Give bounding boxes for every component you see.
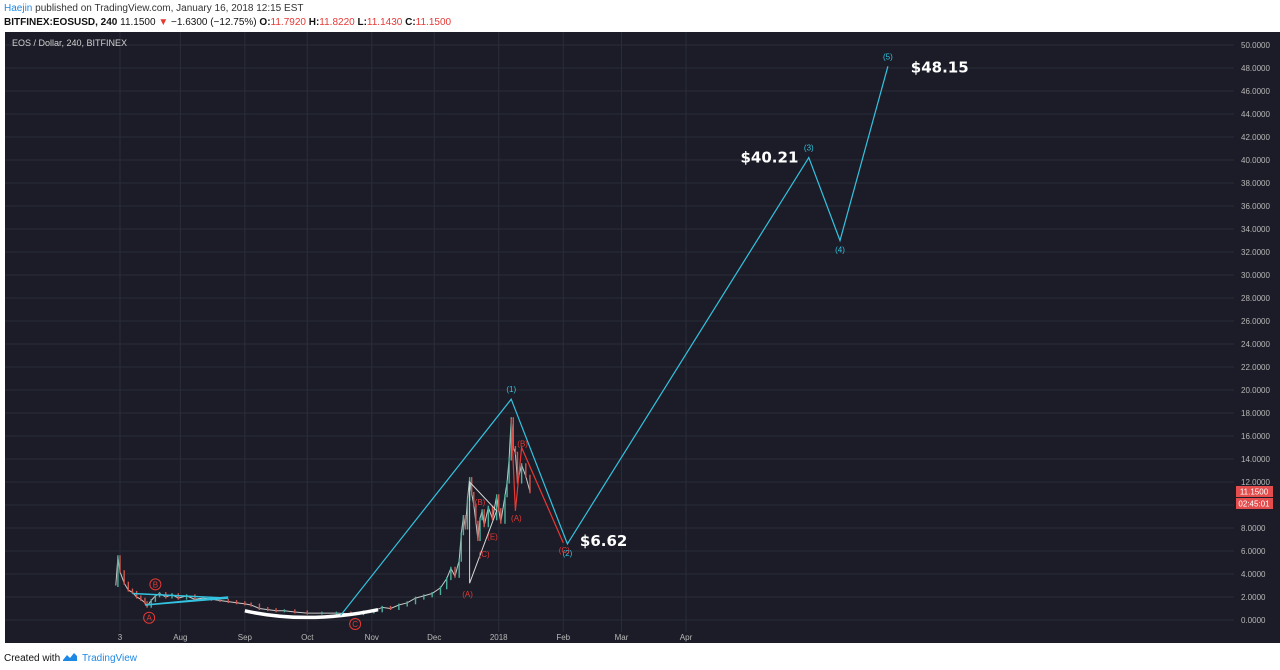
wave-label: (4) [835,246,845,255]
price-tick-label: 30.0000 [1241,271,1270,280]
open-value: 11.7920 [270,17,306,28]
price-tick-label: 4.0000 [1241,570,1266,579]
low-label: L: [357,17,367,28]
time-tick-label: 3 [118,633,123,642]
time-tick-label: Feb [556,633,570,642]
symbol-info: BITFINEX:EOSUSD, 240 11.1500 ▼ −1.6300 (… [4,17,451,28]
time-tick-label: Oct [301,633,314,642]
price-tick-label: 38.0000 [1241,179,1270,188]
wave-label: (2) [563,549,573,558]
price-target-label: $48.15 [911,58,969,76]
triangle-label: (C) [479,550,490,559]
change-arrow-icon: ▼ [158,17,169,28]
price-target-label: $40.21 [741,149,799,167]
wave-label: (1) [506,385,516,394]
time-tick-label: Nov [365,633,379,642]
low-value: 11.1430 [366,17,403,28]
price-tick-label: 18.0000 [1241,409,1270,418]
price-target-label: $6.62 [580,532,627,550]
circled-label-ring [143,611,156,624]
correction-label: (B) [517,440,528,449]
triangle-label: (B) [475,498,486,507]
countdown-label: 02:45:01 [1238,500,1270,509]
high-label: H: [308,17,320,28]
time-tick-label: 2018 [490,633,508,642]
drawing-annotations [132,480,498,620]
price-targets: $48.15 $40.21 $6.62 [580,58,969,550]
triangle-label: (A) [462,590,473,599]
price-tick-label: 40.0000 [1241,156,1270,165]
price-tick-label: 46.0000 [1241,87,1270,96]
time-tick-label: Apr [680,633,693,642]
time-tick-label: Dec [427,633,441,642]
close-value: 11.1500 [415,17,452,28]
price-tick-label: 6.0000 [1241,547,1266,556]
countdown-tag: 02:45:01 [1236,498,1273,509]
price-axis[interactable] [1234,32,1280,632]
correction-label: (A) [511,514,522,523]
current-price-tag: 11.1500 [1236,486,1273,497]
rounding-bottom-arc [244,607,379,620]
price-tick-label: 32.0000 [1241,248,1270,257]
time-tick-label: Aug [173,633,187,642]
time-tick-label: Mar [615,633,629,642]
close-label: C: [405,17,416,28]
price-tick-label: 2.0000 [1241,593,1266,602]
circled-label-ring [149,578,162,591]
price-tick-label: 44.0000 [1241,110,1270,119]
triangle-pattern [469,480,498,584]
high-value: 11.8220 [319,17,355,28]
change-value: −1.6300 (−12.75%) [171,17,257,28]
tradingview-logo-icon [63,653,77,661]
price-tick-label: 34.0000 [1241,225,1270,234]
symbol-label: BITFINEX:EOSUSD, 240 [4,17,118,28]
tradingview-brand-link[interactable]: TradingView [82,653,138,664]
time-axis[interactable] [5,632,1280,643]
wave-labels: (1) (2) (3) (4) (5) (A) (B) (C) (A) (B) (C) (E) B A C [143,52,893,631]
price-axis-ticks: 50.0000 48.0000 46.0000 44.0000 42.0000 40.00… [1241,41,1270,625]
price-tick-label: 12.0000 [1241,478,1270,487]
price-tick-label: 26.0000 [1241,317,1270,326]
circled-label: A [146,614,152,623]
price-tick-label: 20.0000 [1241,386,1270,395]
price-tick-label: 24.0000 [1241,340,1270,349]
time-axis-ticks: 3 Aug Sep Oct Nov Dec 2018 Feb Mar Apr [118,633,693,642]
price-tick-label: 36.0000 [1241,202,1270,211]
created-with-text: Created with [4,653,61,664]
price-chart[interactable]: 50.0000 48.0000 46.0000 44.0000 42.0000 40.00… [0,32,1280,643]
price-tick-label: 0.0000 [1241,616,1266,625]
circled-label-ring [349,618,362,631]
publish-info: Haejin published on TradingView.com, Jan… [4,3,303,14]
price-tick-label: 22.0000 [1241,363,1270,372]
price-tick-label: 42.0000 [1241,133,1270,142]
open-label: O: [259,17,271,28]
price-tick-label: 28.0000 [1241,294,1270,303]
price-tick-label: 14.0000 [1241,455,1270,464]
current-price-label: 11.1500 [1240,488,1269,497]
triangle-label: (E) [487,533,498,542]
circled-label: C [352,620,358,629]
wave-count [340,66,889,616]
time-tick-label: Sep [238,633,253,642]
author-link[interactable]: Haejin [4,3,33,14]
last-price: 11.1500 [120,17,156,28]
chart-area[interactable]: 50.0000 48.0000 46.0000 44.0000 42.0000 40.00… [0,32,1280,643]
plot-background [5,32,1234,632]
correction-line [510,418,564,544]
wave-label: (3) [804,144,814,153]
price-tick-label: 50.0000 [1241,41,1270,50]
price-tick-label: 48.0000 [1241,64,1270,73]
grid-lines [5,32,1234,632]
circled-label: B [153,580,158,589]
publish-header: Haejin published on TradingView.com, Jan… [0,0,1280,32]
price-tick-label: 16.0000 [1241,432,1270,441]
footer: Created with TradingView [0,643,1280,670]
early-triangle [132,592,229,606]
price-tick-label: 8.0000 [1241,524,1266,533]
chart-title: EOS / Dollar, 240, BITFINEX [12,38,127,48]
wave-count-line [340,66,889,616]
correction-label: (C) [559,546,570,555]
wave-label: (5) [883,52,893,61]
published-text: published on TradingView.com, January 16… [35,3,304,14]
